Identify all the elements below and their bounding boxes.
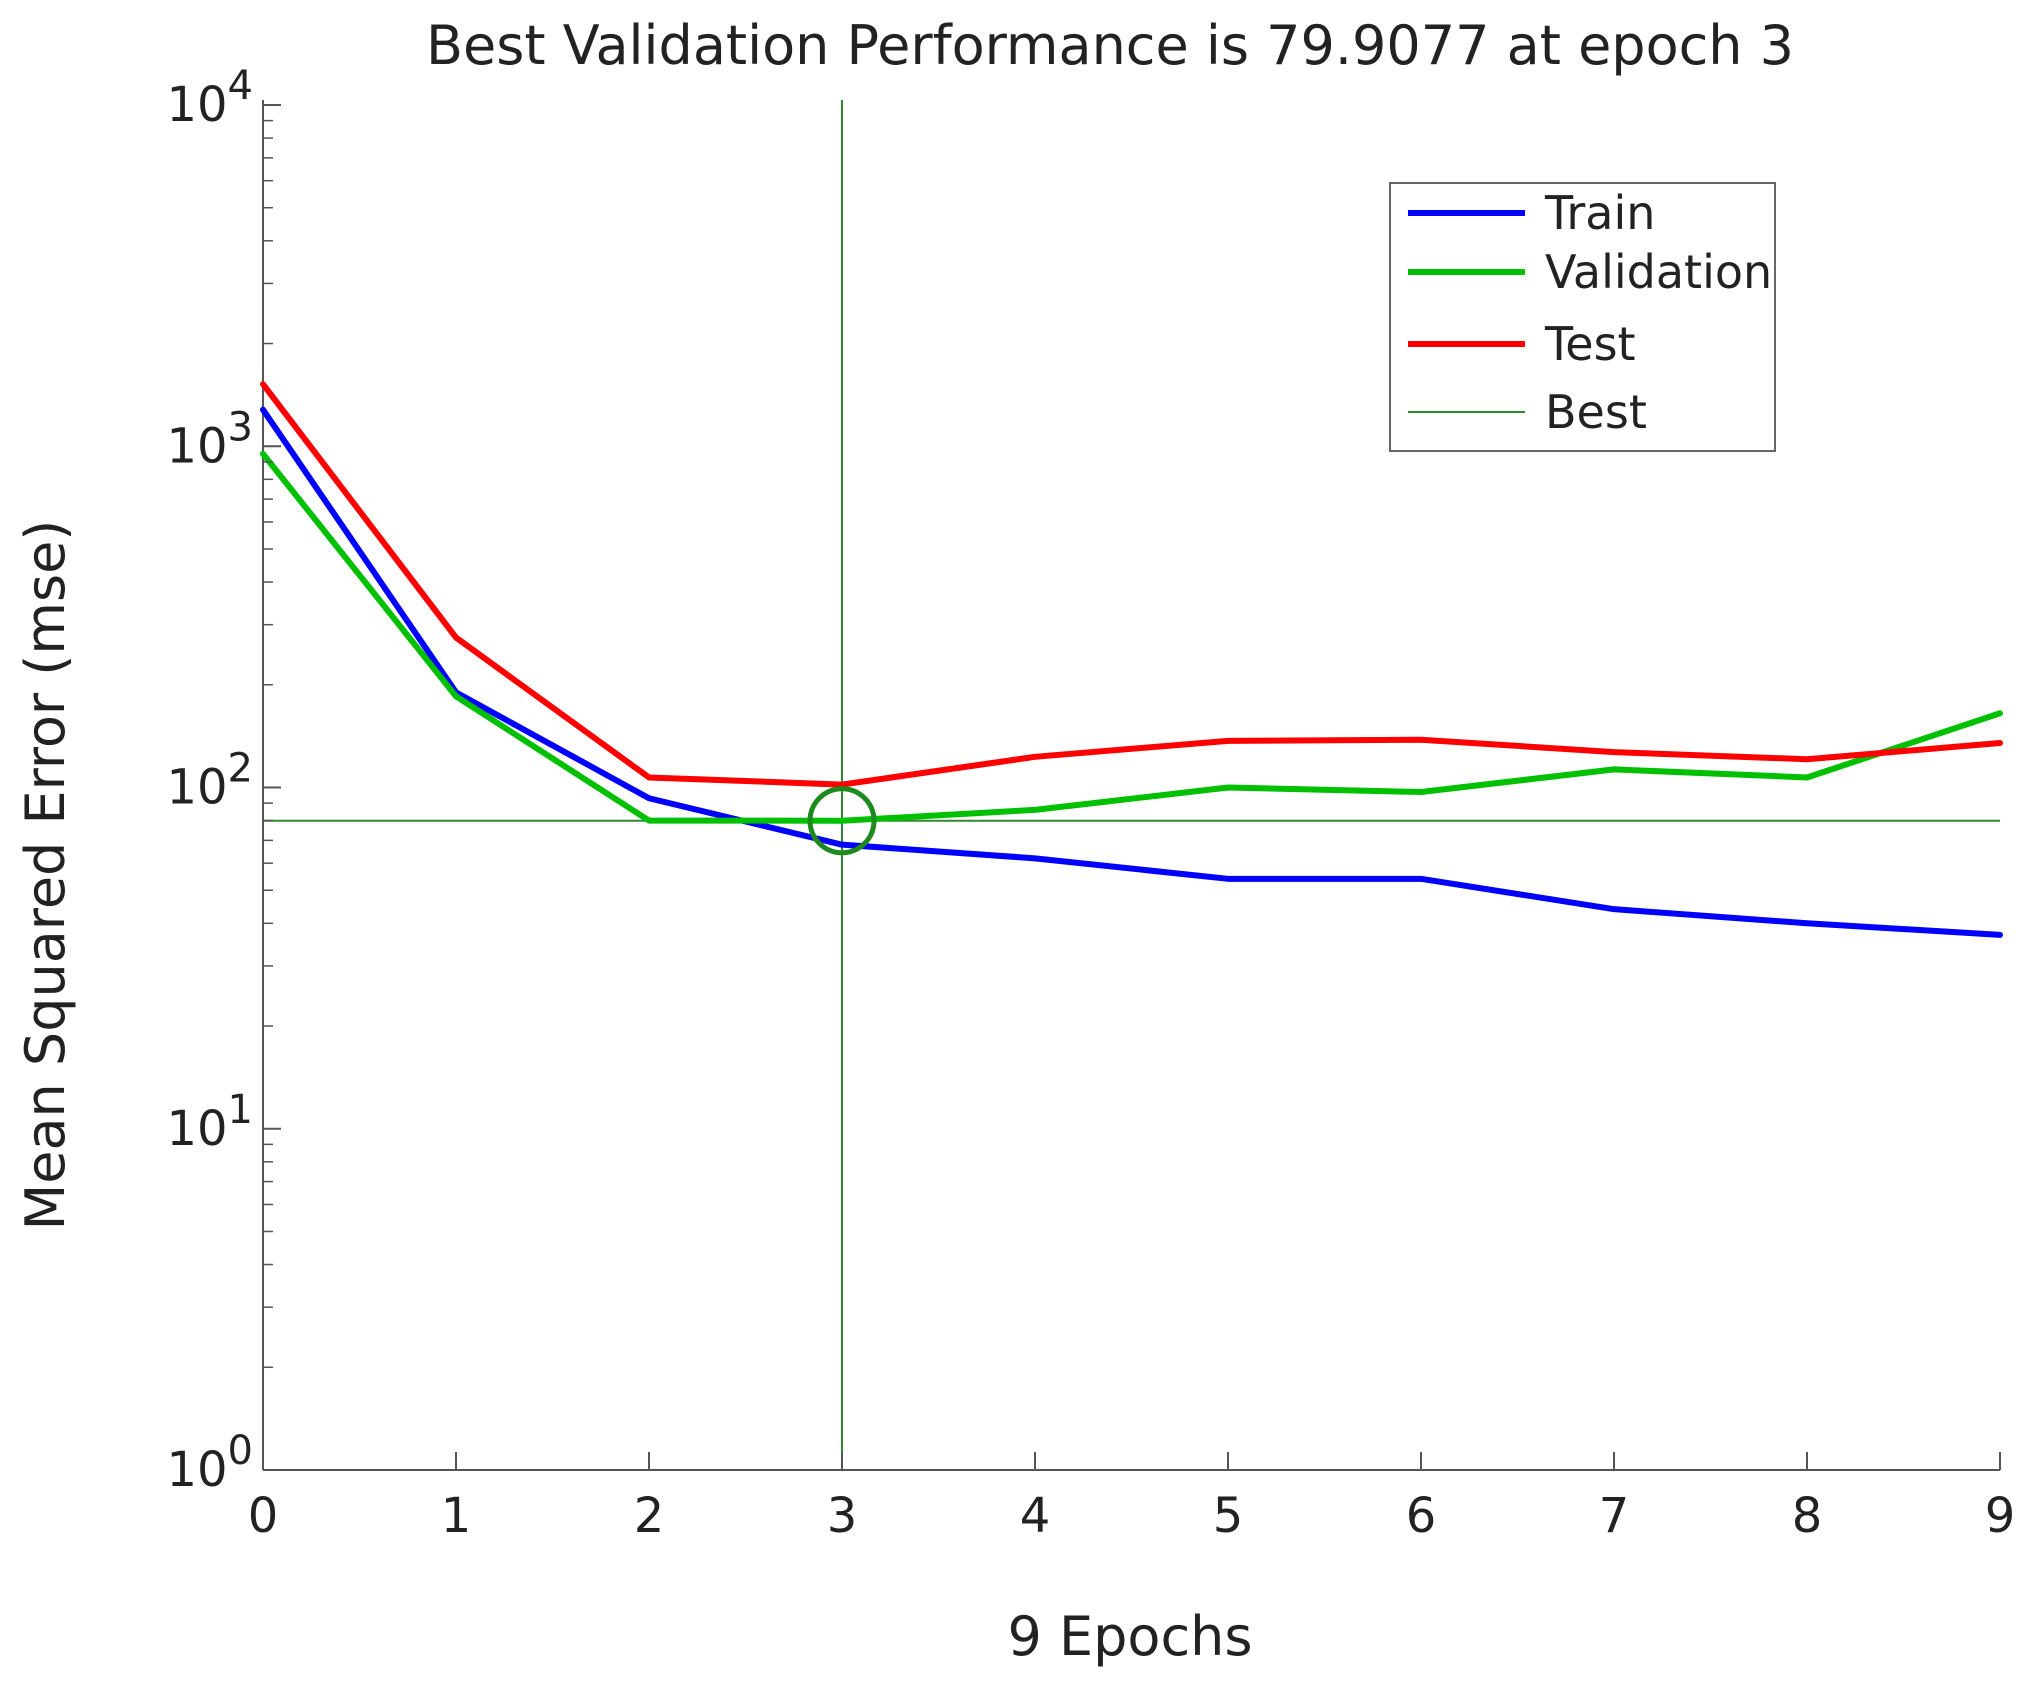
- x-tick-label: 6: [1406, 1488, 1437, 1544]
- legend-label-best: Best: [1545, 385, 1647, 439]
- y-tick-label: 103: [166, 404, 253, 474]
- y-tick-label: 104: [166, 63, 253, 133]
- series-lines: [260, 381, 2003, 938]
- best-marker-circle: [807, 786, 877, 856]
- series-line-validation: [260, 450, 2003, 824]
- x-tick-label: 9: [1985, 1488, 2016, 1544]
- x-tick-label: 1: [441, 1488, 472, 1544]
- x-tick-label: 8: [1792, 1488, 1823, 1544]
- x-tick-label: 4: [1020, 1488, 1051, 1544]
- x-tick-label: 5: [1213, 1488, 1244, 1544]
- series-line-train: [260, 406, 2003, 938]
- y-tick-label: 102: [166, 746, 253, 816]
- x-axis-ticks: 0 1 2 3 4 5 6 7 8 9: [248, 1452, 2016, 1544]
- x-tick-label: 2: [634, 1488, 665, 1544]
- x-tick-label: 7: [1599, 1488, 1630, 1544]
- best-marker-group: [807, 786, 877, 856]
- y-tick-label: 100: [166, 1428, 253, 1498]
- x-axis-label: 9 Epochs: [1007, 1605, 1252, 1668]
- legend-label-test: Test: [1544, 317, 1636, 371]
- x-tick-label: 0: [248, 1488, 279, 1544]
- legend-box: [1389, 182, 1776, 452]
- legend-label-train: Train: [1544, 186, 1655, 240]
- y-axis-ticks: 100 101 102 103 104: [166, 63, 281, 1498]
- legend-label-validation: Validation: [1545, 245, 1772, 299]
- series-line-test: [260, 381, 2003, 788]
- y-tick-label: 101: [166, 1087, 253, 1157]
- x-tick-label: 3: [827, 1488, 858, 1544]
- plot-area: [262, 100, 2000, 1471]
- chart-title: Best Validation Performance is 79.9077 a…: [426, 14, 1794, 77]
- y-axis-label: Mean Squared Error (mse): [14, 520, 77, 1231]
